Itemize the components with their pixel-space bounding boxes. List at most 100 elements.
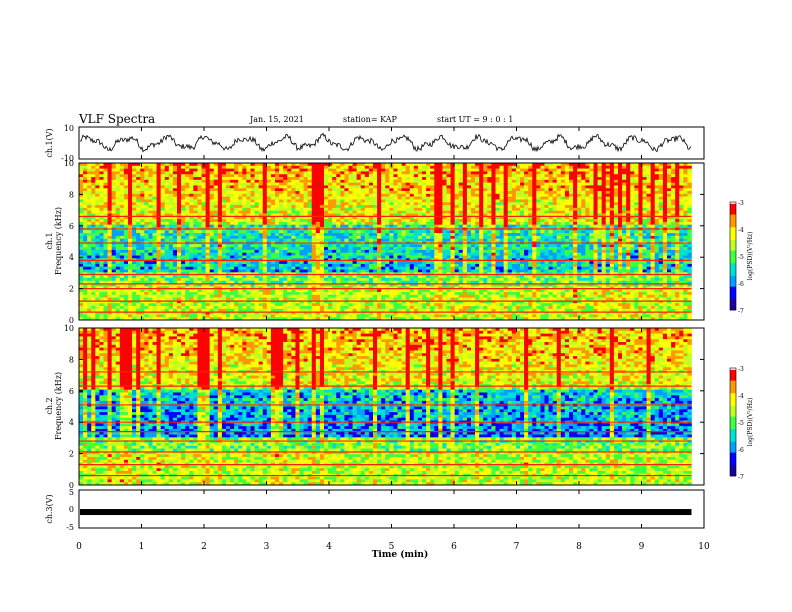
spectrogram-cell <box>202 270 206 273</box>
spectrogram-cell <box>275 275 279 278</box>
spectrogram-cell <box>434 250 438 253</box>
spectrogram-cell <box>308 205 312 208</box>
spectrogram-cell <box>128 239 132 242</box>
spectrogram-cell <box>251 267 255 270</box>
spectrogram-cell <box>259 256 263 259</box>
spectrogram-cell <box>381 306 385 309</box>
spectrogram-cell <box>177 205 181 208</box>
spectrogram-cell <box>410 275 414 278</box>
spectrogram-cell <box>426 194 430 197</box>
spectrogram-cell <box>398 185 402 188</box>
spectrogram-cell <box>128 247 132 250</box>
spectrogram-cell <box>344 289 348 292</box>
spectrogram-cell <box>381 205 385 208</box>
spectrogram-cell <box>222 289 226 292</box>
spectrogram-cell <box>389 194 393 197</box>
spectrogram-cell <box>340 169 344 172</box>
spectrogram-cell <box>234 174 238 177</box>
spectrogram-cell <box>222 256 226 259</box>
spectrogram-cell <box>312 298 316 301</box>
spectrogram-cell <box>344 256 348 259</box>
spectrogram-cell <box>83 244 87 247</box>
spectrogram-cell <box>242 270 246 273</box>
spectrogram-cell <box>255 239 259 242</box>
spectrogram-cell <box>279 180 283 183</box>
spectrogram-cell <box>316 174 320 177</box>
spectrogram-cell <box>385 250 389 253</box>
spectrogram-cell <box>193 174 197 177</box>
spectrogram-cell <box>144 250 148 253</box>
spectrogram-cell <box>381 275 385 278</box>
spectrogram-cell <box>95 202 99 205</box>
spectrogram-cell <box>259 225 263 228</box>
spectrogram-cell <box>128 303 132 306</box>
spectrogram-cell <box>361 166 365 169</box>
spectrogram-cell <box>430 292 434 295</box>
spectrogram-cell <box>385 222 389 225</box>
spectrogram-cell <box>165 250 169 253</box>
spectrogram-cell <box>124 236 128 239</box>
spectrogram-cell <box>140 191 144 194</box>
spectrogram-cell <box>304 225 308 228</box>
spectrogram-cell <box>83 230 87 233</box>
spectrogram-cell <box>148 306 152 309</box>
spectrogram-cell <box>377 230 381 233</box>
spectrogram-cell <box>336 199 340 202</box>
spectrogram-cell <box>438 171 442 174</box>
spectrogram-cell <box>251 222 255 225</box>
spectrogram-cell <box>418 225 422 228</box>
spectrogram-cell <box>300 166 304 169</box>
spectrogram-cell <box>136 253 140 256</box>
spectrogram-cell <box>393 292 397 295</box>
spectrogram-cell <box>238 197 242 200</box>
spectrogram-cell <box>328 185 332 188</box>
spectrogram-cell <box>287 309 291 312</box>
spectrogram-cell <box>353 197 357 200</box>
spectrogram-cell <box>295 219 299 222</box>
spectrogram-cell <box>153 247 157 250</box>
spectrogram-cell <box>279 244 283 247</box>
spectrogram-cell <box>287 208 291 211</box>
spectrogram-cell <box>373 197 377 200</box>
spectrogram-cell <box>177 199 181 202</box>
spectrogram-cell <box>434 233 438 236</box>
spectrogram-cell <box>389 270 393 273</box>
spectrogram-cell <box>406 295 410 298</box>
spectrogram-cell <box>259 278 263 281</box>
spectrogram-cell <box>87 205 91 208</box>
spectrogram-cell <box>418 278 422 281</box>
spectrogram-cell <box>202 295 206 298</box>
spectrogram-cell <box>210 270 214 273</box>
spectrogram-cell <box>161 183 165 186</box>
spectrogram-cell <box>381 166 385 169</box>
spectrogram-cell <box>340 253 344 256</box>
spectrogram-cell <box>377 298 381 301</box>
spectrogram-cell <box>91 306 95 309</box>
spectrogram-cell <box>189 244 193 247</box>
spectrogram-cell <box>369 166 373 169</box>
spectrogram-cell <box>271 185 275 188</box>
spectrogram-cell <box>83 303 87 306</box>
spectrogram-cell <box>246 233 250 236</box>
ch1-ylabel: ch.1(V) <box>45 128 54 157</box>
spectrogram-cell <box>275 303 279 306</box>
spectrogram-cell <box>353 230 357 233</box>
spectrogram-cell <box>357 197 361 200</box>
spectrogram-cell <box>406 211 410 214</box>
spectrogram-cell <box>410 261 414 264</box>
spectrogram-cell <box>177 309 181 312</box>
spectrogram-cell <box>161 256 165 259</box>
spectrogram-cell <box>365 236 369 239</box>
spectrogram-cell <box>304 194 308 197</box>
spectrogram-cell <box>140 188 144 191</box>
spectrogram-cell <box>369 270 373 273</box>
spectrogram-cell <box>357 314 361 317</box>
spectrogram-cell <box>226 233 230 236</box>
spectrogram-cell <box>434 180 438 183</box>
spectrogram-cell <box>185 289 189 292</box>
spectrogram-cell <box>189 253 193 256</box>
spectrogram-cell <box>242 225 246 228</box>
spectrogram-cell <box>349 169 353 172</box>
spectrogram-cell <box>251 233 255 236</box>
spectrogram-cell <box>210 239 214 242</box>
